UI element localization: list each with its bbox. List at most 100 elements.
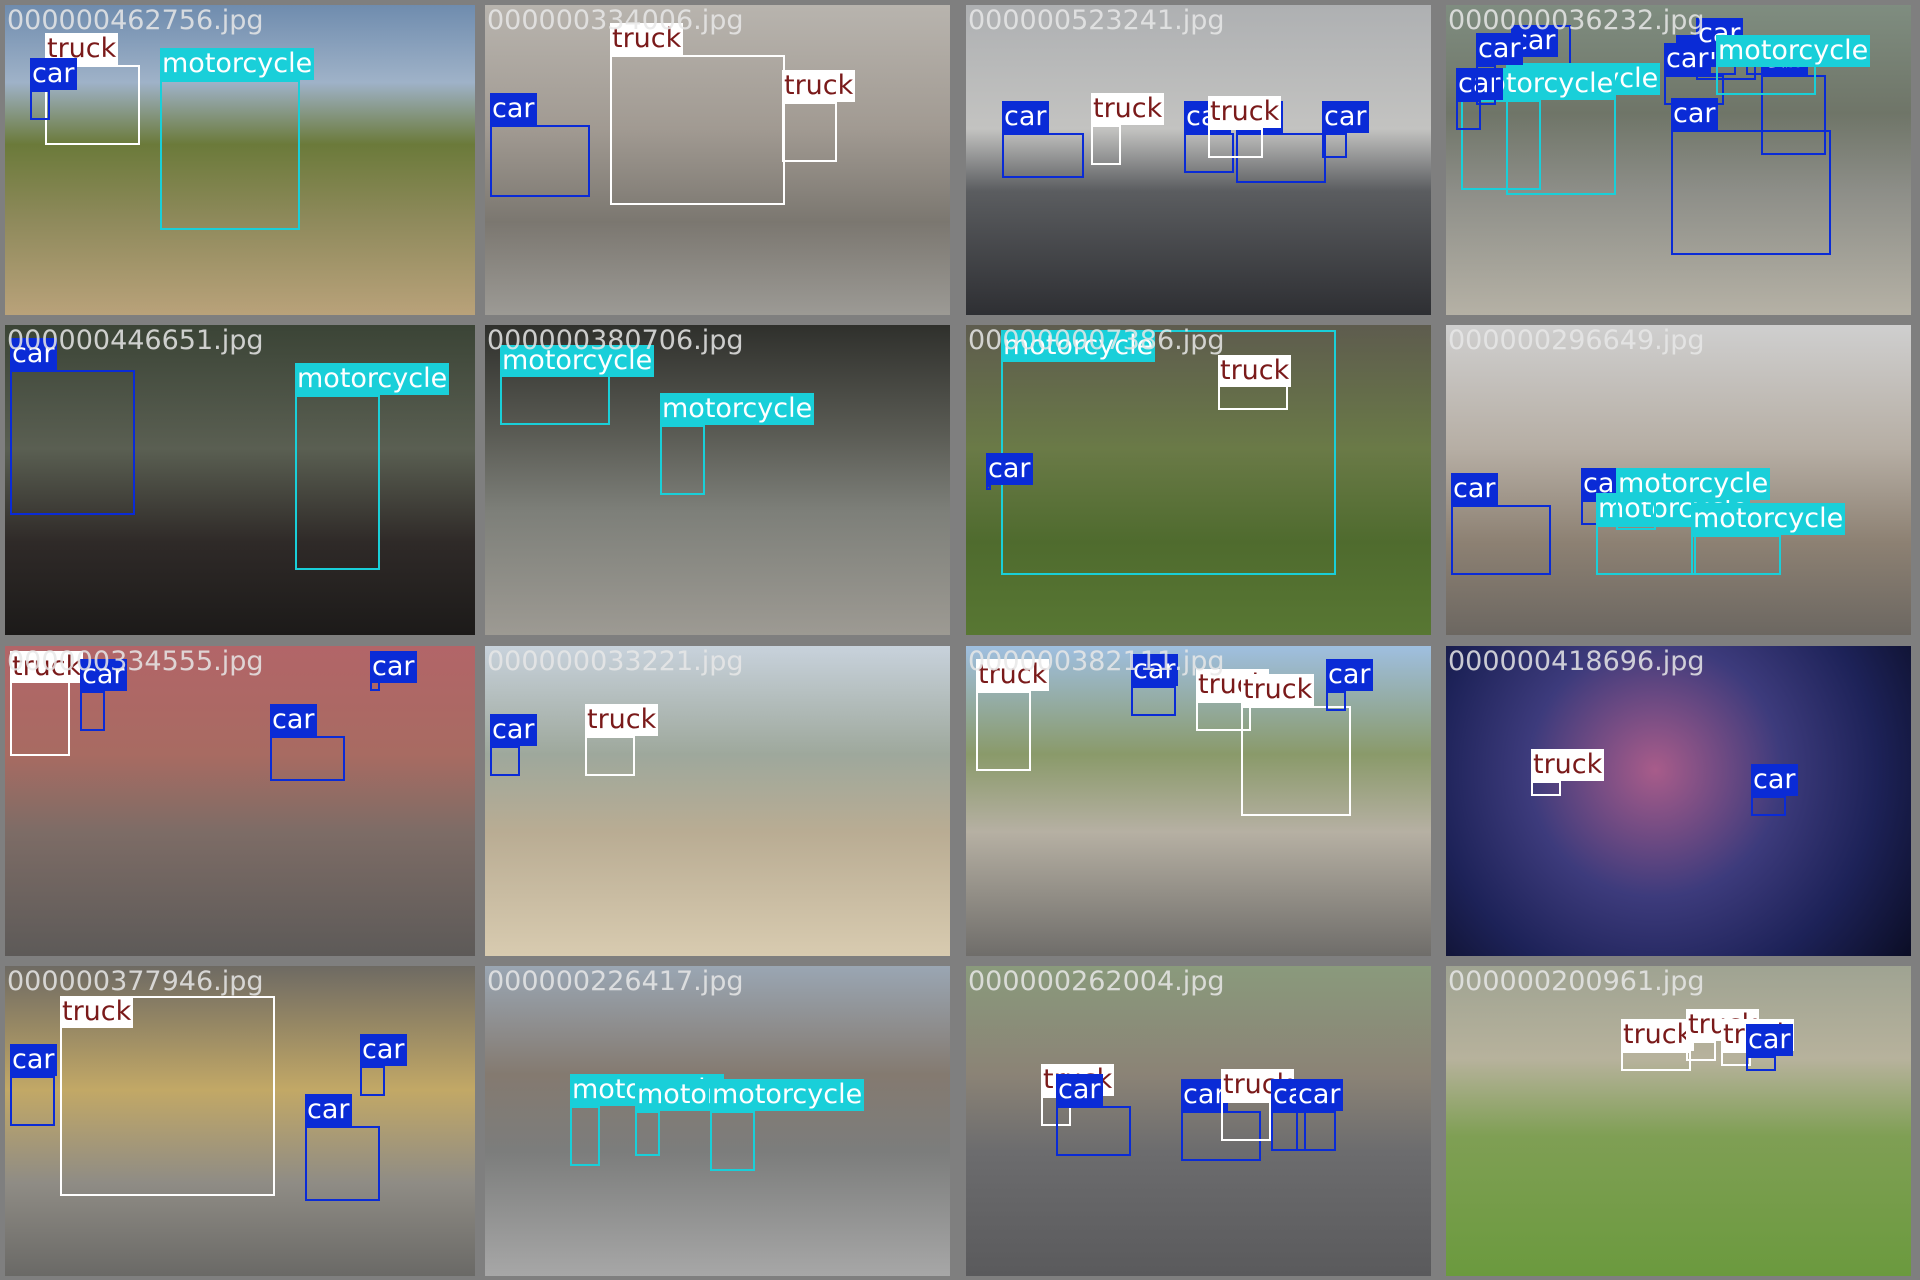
detection-label: motorcycle: [1691, 503, 1846, 535]
detection-label: car: [1451, 473, 1498, 505]
tile-photo: [966, 966, 1431, 1276]
detection-label: truck: [1208, 96, 1282, 128]
tile-photo: [1446, 966, 1911, 1276]
detection-box-car: [30, 90, 50, 120]
tile-photo: [1446, 646, 1911, 956]
detection-box-truck: [1531, 781, 1561, 796]
detection-box-car: [1751, 796, 1786, 816]
detection-box-truck: [1091, 125, 1121, 165]
detection-box-car: [1296, 1111, 1336, 1151]
detection-label: car: [1671, 98, 1718, 130]
mosaic-tile: truck truck car 000000334006.jpg: [485, 5, 950, 315]
mosaic-tile: truck motorcycle car 000000462756.jpg: [5, 5, 475, 315]
detection-box-car: [1131, 686, 1176, 716]
image-filename: 000000418696.jpg: [1448, 646, 1705, 677]
detection-label: truck: [782, 70, 856, 102]
mosaic-tile: truck car car car 000000334555.jpg: [5, 646, 475, 956]
detection-box-truck: [1208, 128, 1263, 158]
image-filename: 000000007386.jpg: [968, 325, 1225, 356]
tile-photo: [485, 966, 950, 1276]
detection-label: car: [1746, 1024, 1793, 1056]
image-filename: 000000523241.jpg: [968, 5, 1225, 36]
image-filename: 000000036232.jpg: [1448, 5, 1705, 36]
detection-box-car: [490, 746, 520, 776]
detection-label: car: [10, 1044, 57, 1076]
detection-box-motorcycle: [1461, 100, 1541, 190]
detection-box-car: [1761, 75, 1826, 155]
detection-label: motorcycle: [160, 48, 315, 80]
detection-label: car: [30, 58, 77, 90]
detection-box-truck: [60, 996, 275, 1196]
detection-label: motorcycle: [1616, 468, 1771, 500]
detection-label: car: [986, 453, 1033, 485]
detection-label: car: [1322, 101, 1369, 133]
detection-box-truck: [1721, 1051, 1751, 1066]
image-filename: 000000462756.jpg: [7, 5, 264, 36]
tile-photo: [966, 325, 1431, 635]
detection-box-truck: [976, 691, 1031, 771]
detection-box-truck: [585, 736, 635, 776]
detection-box-car: [1322, 133, 1347, 158]
detection-label: car: [360, 1034, 407, 1066]
detection-label: truck: [10, 651, 84, 683]
image-filename: 000000446651.jpg: [7, 325, 264, 356]
detection-box-truck: [610, 55, 785, 205]
detection-box-motorcycle: [1691, 535, 1781, 575]
detection-box-motorcycle: [1001, 330, 1336, 575]
detection-box-car: [1326, 691, 1346, 711]
image-filename: 000000262004.jpg: [968, 966, 1225, 997]
mosaic-tile: motorcycle truck car 000000007386.jpg: [966, 325, 1431, 635]
detection-label: car: [1296, 1079, 1343, 1111]
detection-label: car: [80, 659, 127, 691]
detection-label: car: [270, 704, 317, 736]
mosaic-tile: car motorcycle 000000446651.jpg: [5, 325, 475, 635]
detection-label: truck: [610, 23, 684, 55]
detection-box-motorcycle: [660, 425, 705, 495]
mosaic-tile: truck car truck truck car 000000382111.jpg: [966, 646, 1431, 956]
detection-box-car: [305, 1126, 380, 1201]
detection-box-car: [1271, 1111, 1306, 1151]
detection-label: car: [490, 714, 537, 746]
image-filename: 000000377946.jpg: [7, 966, 264, 997]
detection-box-truck: [1621, 1051, 1691, 1071]
image-filename: 000000226417.jpg: [487, 966, 744, 997]
detection-box-car: [1236, 133, 1326, 183]
mosaic-tile: truckcarcartruckcarcar000000262004.jpg: [966, 966, 1431, 1276]
detection-label: motorcycle: [660, 393, 815, 425]
detection-box-motorcycle: [1616, 500, 1656, 530]
detection-box-car: [1476, 65, 1496, 105]
detection-box-motorcycle: [635, 1111, 660, 1156]
detection-label: truck: [1091, 93, 1165, 125]
detection-label: truck: [1621, 1019, 1695, 1051]
detection-box-truck: [1196, 701, 1251, 731]
detection-box-car: [80, 691, 105, 731]
detection-box-motorcycle: [160, 80, 300, 230]
mosaic-tile: carmotorcyclemotorcyclecarcarcarcarcarca…: [1446, 5, 1911, 315]
mosaic-tile: trucktrucktruckcar000000200961.jpg: [1446, 966, 1911, 1276]
detection-box-truck: [1686, 1041, 1716, 1061]
mosaic-tile: motorcycle motorcycle 000000380706.jpg: [485, 325, 950, 635]
detection-box-car: [270, 736, 345, 781]
detection-label: car: [1056, 1074, 1103, 1106]
tile-photo: [5, 646, 475, 956]
image-filename: 000000380706.jpg: [487, 325, 744, 356]
detection-box-car: [1456, 100, 1481, 130]
detection-label: car: [305, 1094, 352, 1126]
image-filename: 000000033221.jpg: [487, 646, 744, 677]
mosaic-tile: car car motorcycle motorcycle motorcycle 0000…: [1446, 325, 1911, 635]
detection-label: car: [490, 93, 537, 125]
detection-box-car: [1746, 1056, 1776, 1071]
detection-box-truck: [45, 65, 140, 145]
detection-label: motorcycle: [1716, 35, 1871, 67]
detection-box-motorcycle: [295, 395, 380, 570]
detection-label: car: [1131, 654, 1178, 686]
detection-label: truck: [1241, 674, 1315, 706]
detection-label: truck: [1531, 749, 1605, 781]
image-filename: 000000200961.jpg: [1448, 966, 1705, 997]
detection-box-motorcycle: [710, 1111, 755, 1171]
detection-box-car: [10, 1076, 55, 1126]
detection-label: truck: [60, 996, 134, 1028]
detection-box-car: [360, 1066, 385, 1096]
detection-label: car: [1002, 101, 1049, 133]
